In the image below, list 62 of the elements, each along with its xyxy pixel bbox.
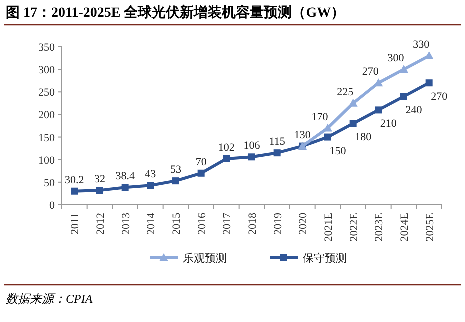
x-tick-label: 2019 — [272, 212, 284, 235]
data-label: 225 — [337, 86, 354, 98]
legend-label: 乐观预测 — [183, 252, 227, 265]
data-label: 70 — [196, 156, 208, 168]
y-tick-label: 50 — [44, 177, 56, 190]
point — [350, 120, 357, 128]
y-tick-label: 250 — [38, 87, 56, 100]
data-label: 170 — [312, 111, 329, 124]
data-label: 53 — [170, 164, 182, 176]
x-tick-label: 2013 — [120, 212, 132, 235]
data-label: 30.2 — [65, 174, 84, 186]
point — [223, 155, 230, 162]
point — [172, 178, 180, 185]
x-tick-label: 2020 — [298, 212, 310, 235]
data-label: 210 — [380, 118, 398, 130]
data-label: 115 — [269, 136, 286, 148]
data-label: 32 — [94, 174, 106, 186]
legend-label: 保守预测 — [303, 252, 347, 265]
x-tick-label: 2023E — [374, 212, 386, 242]
x-tick-label: 2011 — [70, 213, 82, 235]
data-label: 300 — [388, 52, 405, 65]
y-tick-label: 100 — [38, 154, 56, 167]
data-label: 270 — [431, 91, 448, 104]
point — [122, 184, 129, 192]
y-tick-label: 150 — [38, 132, 56, 144]
data-label: 102 — [218, 142, 235, 154]
x-tick-label: 2021E — [323, 212, 335, 242]
point — [147, 182, 154, 190]
y-tick-label: 200 — [38, 110, 56, 122]
data-label: 270 — [362, 66, 380, 78]
data-label: 180 — [355, 132, 372, 144]
point — [248, 154, 256, 161]
x-tick-label: 2017 — [222, 212, 234, 235]
data-label: 43 — [145, 168, 157, 181]
x-tick-label: 2014 — [146, 212, 158, 235]
point — [71, 188, 78, 195]
data-label: 38.4 — [116, 170, 136, 183]
y-tick-label: 0 — [50, 200, 56, 212]
data-label: 106 — [244, 140, 261, 152]
source-note: 数据来源：CPIA — [6, 292, 94, 306]
x-tick-label: 2022E — [348, 212, 360, 242]
x-tick-label: 2018 — [247, 212, 259, 235]
point — [400, 65, 408, 74]
point — [324, 134, 332, 141]
x-tick-label: 2012 — [95, 213, 107, 235]
point — [198, 170, 205, 177]
data-label: 130 — [294, 129, 312, 142]
chart-title: 图 17：2011-2025E 全球光伏新增装机容量预测（GW） — [6, 4, 346, 21]
data-label: 240 — [406, 104, 423, 117]
point — [426, 80, 433, 87]
point — [96, 187, 104, 194]
point — [375, 106, 382, 114]
x-tick-label: 2015 — [171, 212, 183, 235]
x-tick-label: 2025E — [424, 212, 436, 242]
x-tick-label: 2024E — [399, 212, 411, 242]
point — [400, 93, 408, 100]
y-tick-label: 350 — [38, 42, 56, 54]
point — [274, 150, 281, 157]
y-tick-label: 300 — [38, 64, 56, 77]
x-tick-label: 2016 — [196, 212, 208, 235]
data-label: 150 — [330, 145, 347, 158]
data-label: 330 — [413, 39, 430, 52]
